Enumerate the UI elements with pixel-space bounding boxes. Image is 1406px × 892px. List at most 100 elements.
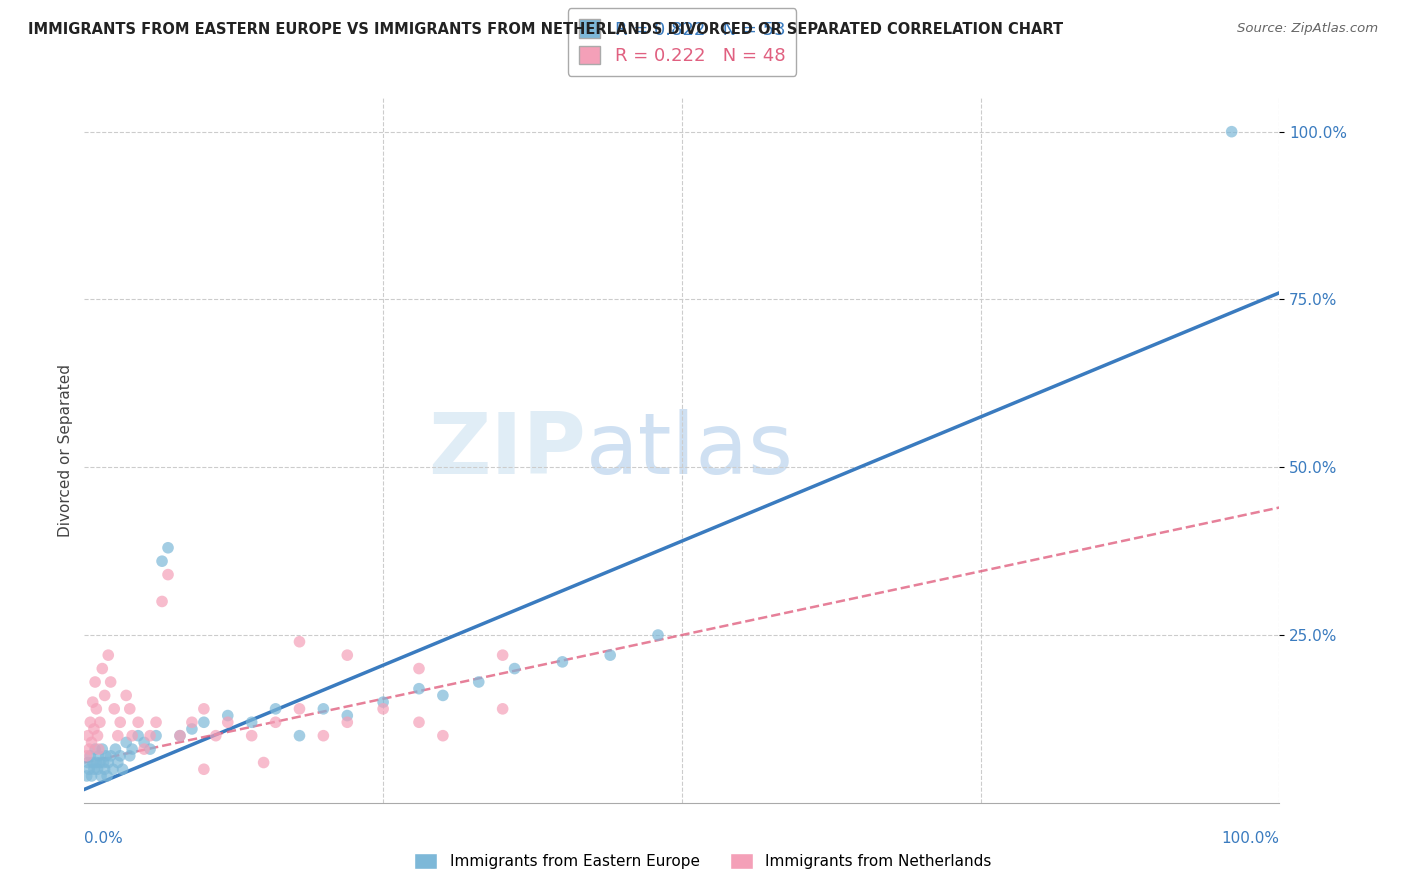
Point — [408, 662, 430, 676]
Point — [181, 715, 204, 730]
Point — [76, 769, 98, 783]
Point — [264, 715, 287, 730]
Legend: Immigrants from Eastern Europe, Immigrants from Netherlands: Immigrants from Eastern Europe, Immigran… — [408, 847, 998, 875]
Point — [240, 715, 263, 730]
Point — [492, 702, 515, 716]
Point — [145, 715, 167, 730]
Point — [492, 648, 515, 662]
Point — [118, 748, 141, 763]
Text: 0.0%: 0.0% — [84, 831, 124, 846]
Point — [77, 756, 100, 770]
Point — [264, 702, 287, 716]
Point — [336, 708, 359, 723]
Point — [87, 748, 110, 763]
Point — [80, 769, 103, 783]
Point — [79, 748, 101, 763]
Text: atlas: atlas — [586, 409, 794, 492]
Point — [97, 756, 120, 770]
Point — [647, 628, 669, 642]
Point — [90, 769, 112, 783]
Point — [104, 742, 127, 756]
Point — [91, 742, 114, 756]
Point — [86, 702, 108, 716]
Point — [86, 756, 108, 770]
Point — [101, 762, 124, 776]
Text: IMMIGRANTS FROM EASTERN EUROPE VS IMMIGRANTS FROM NETHERLANDS DIVORCED OR SEPARA: IMMIGRANTS FROM EASTERN EUROPE VS IMMIGR… — [28, 22, 1063, 37]
Point — [181, 722, 204, 736]
Legend: R = 0.822   N = 53, R = 0.222   N = 48: R = 0.822 N = 53, R = 0.222 N = 48 — [568, 9, 796, 76]
Point — [205, 729, 228, 743]
Point — [169, 729, 191, 743]
Point — [115, 689, 138, 703]
Point — [288, 634, 311, 648]
Point — [89, 756, 111, 770]
Point — [408, 681, 430, 696]
Point — [217, 708, 239, 723]
Point — [86, 762, 108, 776]
Point — [96, 769, 118, 783]
Point — [118, 702, 141, 716]
Point — [157, 541, 180, 555]
Point — [84, 675, 107, 690]
Point — [100, 748, 122, 763]
Point — [82, 695, 104, 709]
Point — [77, 742, 100, 756]
Point — [83, 722, 105, 736]
Point — [80, 735, 103, 749]
Point — [139, 742, 162, 756]
Point — [103, 702, 125, 716]
Point — [77, 729, 100, 743]
Point — [1220, 125, 1243, 139]
Point — [288, 729, 311, 743]
Point — [373, 695, 395, 709]
Point — [288, 702, 311, 716]
Point — [77, 762, 100, 776]
Point — [91, 662, 114, 676]
Point — [432, 729, 454, 743]
Point — [86, 729, 108, 743]
Point — [193, 702, 215, 716]
Point — [551, 655, 574, 669]
Point — [468, 675, 491, 690]
Point — [121, 729, 143, 743]
Point — [132, 735, 156, 749]
Point — [132, 742, 156, 756]
Point — [127, 715, 149, 730]
Point — [111, 762, 134, 776]
Point — [127, 729, 149, 743]
Point — [432, 689, 454, 703]
Point — [503, 662, 526, 676]
Point — [110, 715, 132, 730]
Point — [217, 715, 239, 730]
Point — [94, 748, 117, 763]
Point — [253, 756, 276, 770]
Point — [373, 702, 395, 716]
Point — [79, 715, 101, 730]
Point — [115, 735, 138, 749]
Point — [89, 715, 111, 730]
Point — [110, 748, 132, 763]
Text: ZIP: ZIP — [429, 409, 586, 492]
Point — [145, 729, 167, 743]
Point — [93, 689, 115, 703]
Point — [240, 729, 263, 743]
Point — [76, 748, 98, 763]
Point — [599, 648, 621, 662]
Point — [150, 554, 173, 568]
Point — [83, 762, 105, 776]
Point — [157, 567, 180, 582]
Point — [100, 675, 122, 690]
Point — [121, 742, 143, 756]
Point — [97, 648, 120, 662]
Point — [84, 742, 107, 756]
Point — [93, 756, 115, 770]
Point — [107, 729, 129, 743]
Point — [408, 715, 430, 730]
Text: 100.0%: 100.0% — [1222, 831, 1279, 846]
Point — [336, 648, 359, 662]
Point — [193, 762, 215, 776]
Point — [107, 756, 129, 770]
Text: Source: ZipAtlas.com: Source: ZipAtlas.com — [1237, 22, 1378, 36]
Point — [82, 756, 104, 770]
Point — [169, 729, 191, 743]
